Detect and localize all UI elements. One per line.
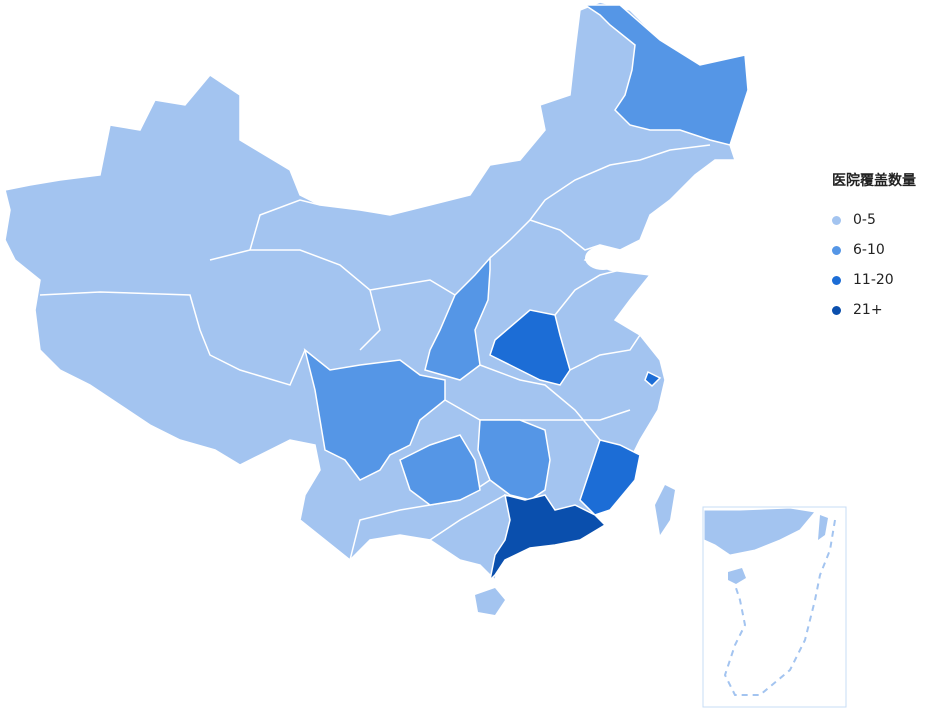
legend-label: 6-10 (853, 242, 885, 258)
legend-dot-icon (832, 275, 841, 285)
legend-item-6-10[interactable]: 6-10 (832, 230, 916, 270)
region-guangdong[interactable] (488, 493, 607, 583)
legend-title: 医院覆盖数量 (832, 173, 916, 189)
region-hainan[interactable] (475, 588, 505, 615)
legend: 医院覆盖数量 0-5 6-10 11-20 21+ (832, 170, 916, 330)
region-shanghai[interactable] (644, 370, 662, 388)
south-china-sea-inset (702, 506, 847, 708)
region-sichuan[interactable] (303, 348, 446, 481)
region-hunan[interactable] (477, 419, 551, 501)
region-fujian[interactable] (579, 439, 641, 516)
region-taiwan[interactable] (655, 485, 675, 535)
region-heilongjiang[interactable] (582, 4, 749, 146)
region-henan[interactable] (489, 309, 571, 386)
legend-dot-icon (832, 215, 841, 225)
region-guizhou[interactable] (399, 434, 481, 506)
legend-dot-icon (832, 245, 841, 255)
legend-label: 11-20 (853, 272, 894, 288)
legend-item-21-plus[interactable]: 21+ (832, 290, 916, 330)
legend-dot-icon (832, 305, 841, 315)
region-shaanxi[interactable] (424, 256, 491, 381)
bohai-sea (585, 246, 621, 270)
legend-label: 21+ (853, 302, 883, 318)
legend-item-0-5[interactable]: 0-5 (832, 200, 916, 240)
legend-label: 0-5 (853, 212, 876, 228)
legend-item-11-20[interactable]: 11-20 (832, 260, 916, 300)
